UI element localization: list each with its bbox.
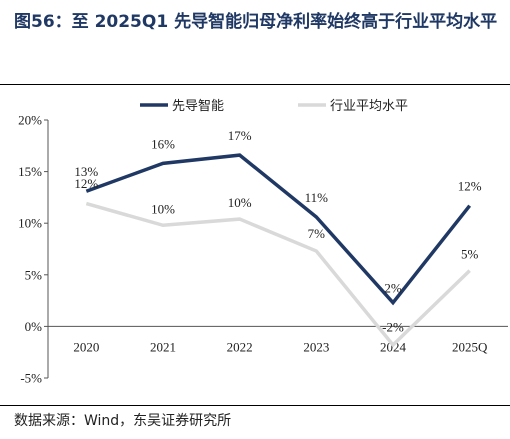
series-line	[85, 201, 471, 348]
x-tick-label: 2025Q	[452, 339, 488, 354]
y-tick-label: 0%	[25, 319, 43, 334]
data-labels: 13% 16% 17% 11% 2% 12% 12% 10% 10% 7% -2% 5%	[74, 128, 481, 334]
x-tick-label: 2022	[227, 339, 253, 354]
data-label: 13%	[74, 164, 98, 179]
line-chart: 先导智能 行业平均水平 -5% 0% 5% 10% 15% 20% 2020 2021 2022 2…	[18, 99, 508, 386]
y-tick-label: 5%	[25, 267, 43, 282]
data-label: 10%	[228, 195, 252, 210]
chart-title: 图56：至 2025Q1 先导智能归母净利率始终高于行业平均水平	[14, 12, 498, 32]
data-label: 2%	[384, 281, 402, 296]
y-tick-label: -5%	[20, 371, 42, 386]
data-label: -2%	[382, 319, 404, 334]
series-layer	[85, 153, 472, 348]
y-tick-label: 15%	[18, 164, 42, 179]
legend-label: 先导智能	[172, 99, 224, 114]
source-note: 数据来源：Wind，东吴证券研究所	[14, 413, 232, 429]
data-label: 7%	[308, 226, 326, 241]
data-label: 10%	[151, 201, 175, 216]
data-label: 12%	[458, 179, 482, 194]
x-tick-label: 2023	[303, 339, 329, 354]
data-label: 17%	[228, 128, 252, 143]
top-rule	[0, 84, 510, 85]
x-tick-label: 2021	[150, 339, 176, 354]
x-tick-label: 2020	[73, 339, 99, 354]
data-label: 5%	[461, 247, 479, 262]
data-label: 11%	[305, 190, 329, 205]
data-label: 12%	[74, 176, 98, 191]
y-tick-label: 20%	[18, 113, 42, 128]
series-line	[85, 153, 472, 306]
axes: -5%0%5%10%15%20%2020 2021 2022 2023 2024 2025…	[18, 113, 508, 386]
y-tick-label: 10%	[18, 216, 42, 231]
legend: 先导智能 行业平均水平	[140, 99, 408, 114]
data-label: 16%	[151, 136, 175, 151]
legend-label: 行业平均水平	[330, 99, 408, 114]
bottom-rule	[0, 405, 510, 406]
